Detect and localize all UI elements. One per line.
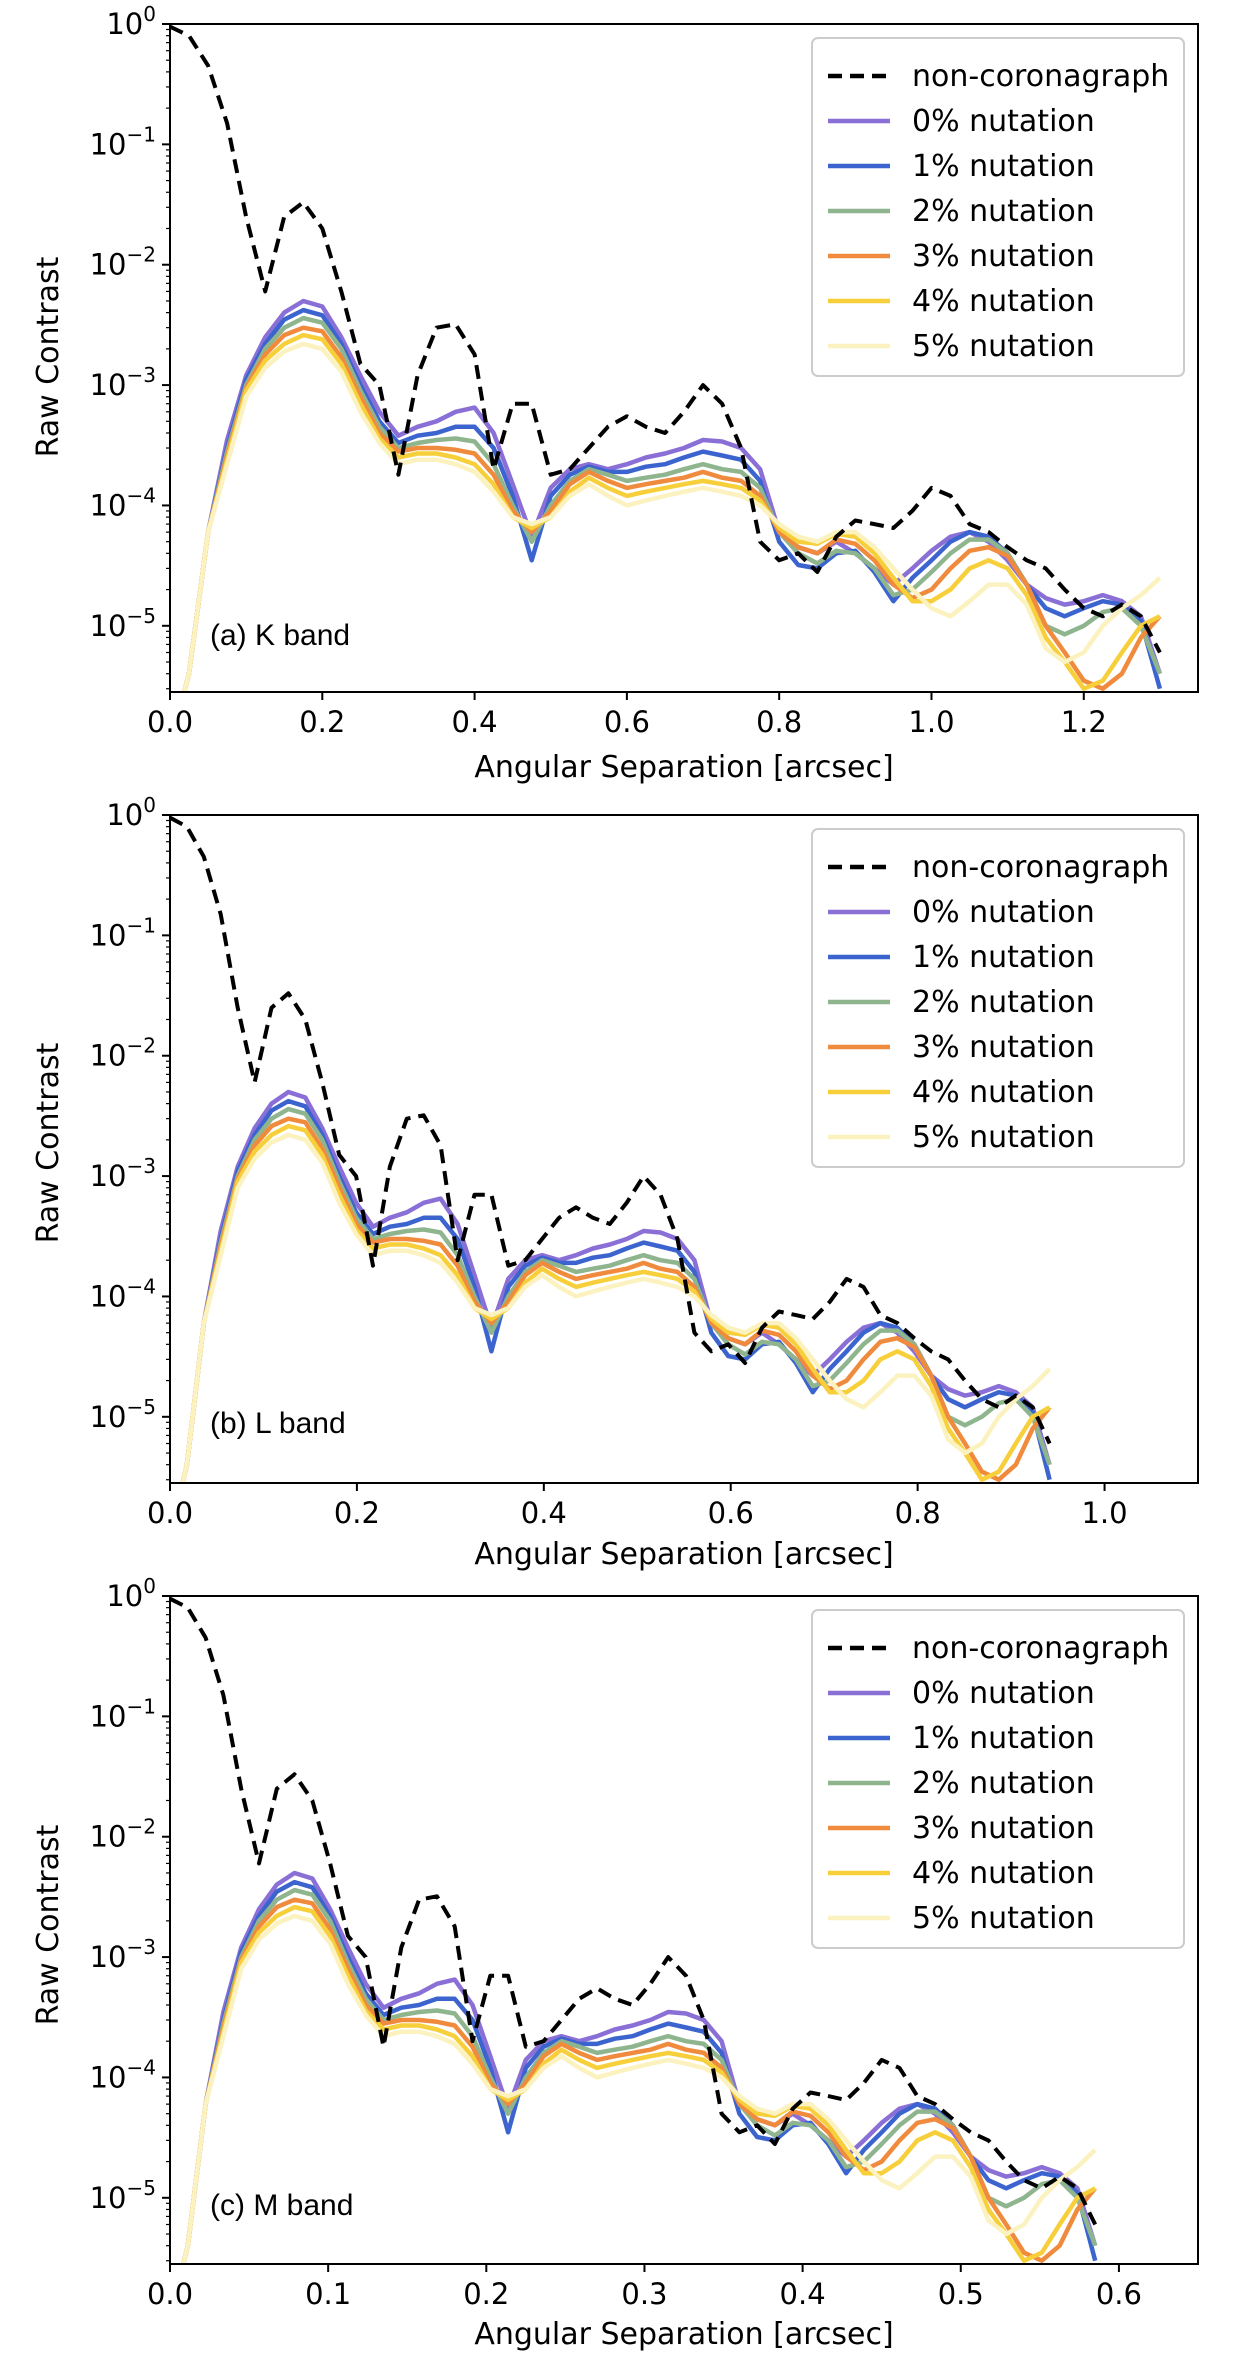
series-line-5-nutation (181, 341, 1162, 692)
y-tick-label: 10−3 (90, 1935, 156, 1974)
legend-label: 2% nutation (912, 194, 1095, 229)
x-tick-label: 0.3 (621, 2277, 667, 2311)
legend-label: 2% nutation (912, 985, 1095, 1020)
series-line-3-nutation (181, 325, 1162, 692)
curves (170, 1596, 1098, 2264)
y-tick-label: 10−3 (90, 363, 156, 402)
series-line-2-nutation (180, 1887, 1098, 2264)
y-tick-label: 100 (106, 2, 156, 41)
y-tick-label: 100 (106, 1574, 156, 1613)
x-tick-label: 1.2 (1061, 705, 1107, 739)
legend-label: 0% nutation (912, 895, 1095, 930)
x-axis-title: Angular Separation [arcsec] (474, 750, 893, 785)
legend: non-coronagraph 0% nutation 1% nutation 2% … (811, 1609, 1185, 1949)
y-tick-label: 10−5 (90, 2176, 156, 2215)
legend-label: 0% nutation (912, 1676, 1095, 1711)
series-line-4-nutation (181, 332, 1161, 692)
x-tick-label: 1.0 (908, 705, 954, 739)
y-axis-title: Raw Contrast (31, 256, 66, 457)
series-line-non-coronagraph (170, 24, 1162, 654)
legend-label: 3% nutation (912, 1811, 1095, 1846)
x-axis-title: Angular Separation [arcsec] (474, 1537, 893, 1572)
y-tick-label: 10−4 (90, 483, 156, 522)
legend-label: 4% nutation (912, 284, 1095, 319)
legend: non-coronagraph 0% nutation 1% nutation 2% … (811, 828, 1185, 1168)
x-tick-label: 0.4 (780, 2277, 826, 2311)
x-tick-label: 0.6 (708, 1496, 754, 1530)
legend-label: 2% nutation (912, 1766, 1095, 1801)
curves (170, 815, 1052, 1483)
y-tick-label: 10−2 (90, 1815, 156, 1854)
legend-label: 4% nutation (912, 1075, 1095, 1110)
y-tick-label: 10−4 (90, 1274, 156, 1313)
y-tick-label: 10−5 (90, 604, 156, 643)
legend-label: 1% nutation (912, 149, 1095, 184)
panel-m-band: 0.0 0.1 0.2 0.3 0.4 0.5 0.6 100 10−1 10−2 10−3 10−4… (31, 1574, 1199, 2352)
x-tick-label: 0.0 (147, 1496, 193, 1530)
y-tick-label: 10−5 (90, 1395, 156, 1434)
y-tick-label: 10−1 (90, 122, 156, 161)
series-line-non-coronagraph (170, 815, 1052, 1445)
x-tick-label: 0.2 (334, 1496, 380, 1530)
legend-label: 5% nutation (912, 1120, 1095, 1155)
legend: non-coronagraph 0% nutation 1% nutation 2% … (811, 37, 1185, 377)
series-line-3-nutation (180, 1897, 1097, 2264)
y-tick-label: 100 (106, 793, 156, 832)
legend-label: 1% nutation (912, 940, 1095, 975)
x-tick-label: 0.0 (147, 705, 193, 739)
x-tick-label: 0.4 (452, 705, 498, 739)
band-label: (c) M band (210, 2189, 353, 2222)
x-tick-label: 0.8 (895, 1496, 941, 1530)
legend-label: 5% nutation (912, 1901, 1095, 1936)
band-label: (a) K band (210, 619, 350, 652)
y-axis-title: Raw Contrast (31, 1824, 66, 2025)
curves (170, 24, 1163, 692)
x-axis-title: Angular Separation [arcsec] (474, 2317, 893, 2352)
x-tick-label: 0.8 (756, 705, 802, 739)
x-tick-label: 0.6 (604, 705, 650, 739)
x-tick-label: 1.0 (1081, 1496, 1127, 1530)
y-tick-label: 10−2 (90, 243, 156, 282)
legend-label: non-coronagraph (912, 1631, 1169, 1666)
y-tick-label: 10−3 (90, 1154, 156, 1193)
x-tick-label: 0.1 (305, 2277, 351, 2311)
axes-frame (169, 1595, 1199, 2265)
legend-label: 3% nutation (912, 1030, 1095, 1065)
legend-label: 0% nutation (912, 104, 1095, 139)
x-tick-label: 0.2 (463, 2277, 509, 2311)
series-line-3-nutation (180, 1116, 1052, 1483)
legend-label: 1% nutation (912, 1721, 1095, 1756)
legend-label: non-coronagraph (912, 850, 1169, 885)
legend-label: 3% nutation (912, 239, 1095, 274)
legend-label: non-coronagraph (912, 59, 1169, 94)
panel-k-band: 0.0 0.2 0.4 0.6 0.8 1.0 1.2 100 10−1 10−2 10−3 10−4… (31, 2, 1199, 785)
legend-frame (811, 37, 1185, 377)
x-tick-label: 0.6 (1096, 2277, 1142, 2311)
y-axis-title: Raw Contrast (31, 1042, 66, 1243)
y-tick-label: 10−2 (90, 1034, 156, 1073)
y-tick-label: 10−4 (90, 2055, 156, 2094)
series-line-5-nutation (180, 1132, 1052, 1483)
band-label: (b) L band (210, 1407, 346, 1440)
legend-frame (811, 828, 1185, 1168)
legend-frame (811, 1609, 1185, 1949)
series-line-5-nutation (180, 1913, 1097, 2264)
legend-label: 5% nutation (912, 329, 1095, 364)
y-tick-label: 10−1 (90, 1694, 156, 1733)
x-tick-label: 0.4 (521, 1496, 567, 1530)
x-tick-label: 0.2 (299, 705, 345, 739)
series-line-2-nutation (180, 1106, 1052, 1483)
axes-frame (169, 814, 1199, 1484)
y-tick-label: 10−1 (90, 913, 156, 952)
legend-label: 4% nutation (912, 1856, 1095, 1891)
panel-l-band: 0.0 0.2 0.4 0.6 0.8 1.0 100 10−1 10−2 10−3 10−4 10−… (31, 793, 1199, 1572)
axes-frame (169, 23, 1199, 693)
x-tick-label: 0.0 (147, 2277, 193, 2311)
series-line-4-nutation (180, 1904, 1097, 2264)
series-line-4-nutation (180, 1123, 1051, 1483)
x-tick-label: 0.5 (938, 2277, 984, 2311)
series-line-2-nutation (181, 315, 1162, 692)
